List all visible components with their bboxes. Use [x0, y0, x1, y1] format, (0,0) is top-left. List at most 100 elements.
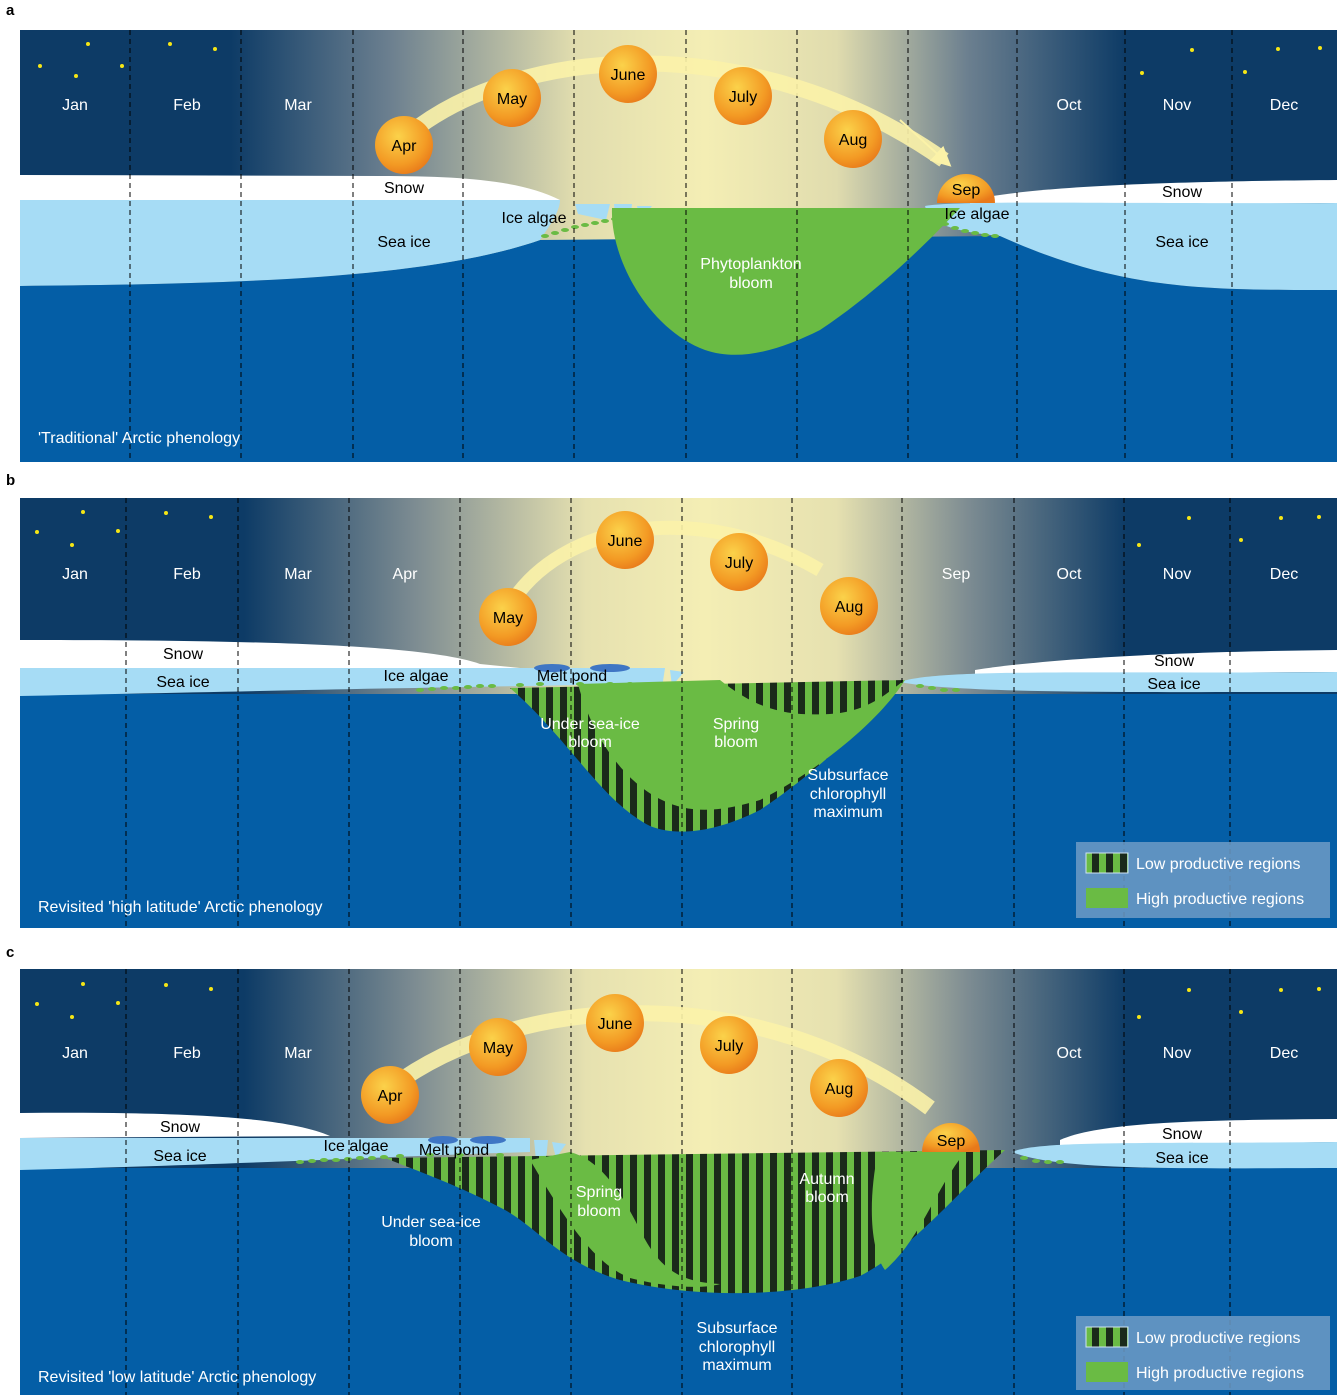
sun-icon [714, 67, 772, 125]
sea-ice-label: Sea ice [1155, 1150, 1208, 1167]
panel-c-autumn-bloom [871, 1152, 965, 1270]
sun-icon [922, 1123, 980, 1152]
sun-icon [483, 69, 541, 127]
panel-c-letter: c [6, 944, 15, 961]
scm-label: chlorophyll [699, 1339, 775, 1356]
sun-month-label: May [483, 1040, 513, 1057]
panel-b-ice-algae-dots [416, 682, 960, 692]
sun-month-label: Apr [378, 1088, 404, 1105]
sun-month-label: June [598, 1016, 633, 1033]
panel-c-sun-path [385, 1005, 935, 1115]
month-label: Jan [62, 1045, 88, 1062]
legend-high-label: High productive regions [1136, 891, 1304, 908]
month-label: Mar [284, 1045, 312, 1062]
month-label: Oct [1057, 97, 1082, 114]
panel-c-melt-pond [470, 1136, 506, 1144]
ice-algae-label: Ice algae [324, 1138, 389, 1155]
month-label: Feb [173, 566, 201, 583]
panel-a-phyto-bloom [611, 208, 960, 355]
spring-bloom-label: bloom [577, 1203, 621, 1220]
sun-month-label: Sep [952, 182, 981, 199]
panel-b-stars [35, 510, 1321, 547]
sun-icon [596, 511, 654, 569]
legend-high-swatch [1086, 888, 1128, 908]
panel-c-legend: Low productive regions High productive r… [1076, 1316, 1330, 1390]
sun-month-label: July [729, 89, 757, 106]
sun-icon [586, 994, 644, 1052]
panel-b-snow-left [20, 640, 520, 668]
panel-a-caption: 'Traditional' Arctic phenology [38, 430, 240, 447]
sun-month-label: Aug [825, 1081, 853, 1098]
panel-c-stars [35, 982, 1321, 1019]
phyto-bloom-label: bloom [729, 275, 773, 292]
panel-c-floe [534, 1140, 548, 1160]
under-ice-bloom-label: bloom [568, 734, 612, 751]
ice-algae-label: Ice algae [502, 210, 567, 227]
sun-icon [710, 533, 768, 591]
sun-month-label: June [611, 67, 646, 84]
sea-ice-label: Sea ice [1147, 676, 1200, 693]
month-label: Dec [1270, 1045, 1298, 1062]
spring-bloom-label: Spring [713, 716, 759, 733]
sun-icon [824, 110, 882, 168]
melt-pond-label: Melt pond [537, 668, 607, 685]
sea-ice-label: Sea ice [1155, 234, 1208, 251]
panel-c-caption: Revisited 'low latitude' Arctic phenolog… [38, 1369, 316, 1386]
month-label: Oct [1057, 1045, 1082, 1062]
snow-label: Snow [1162, 184, 1202, 201]
sun-icon [599, 45, 657, 103]
sun-icon [375, 116, 433, 174]
panel-a-stars [38, 42, 1322, 78]
panel-a-ocean [20, 236, 1337, 462]
panel-c-snow-left [20, 1112, 330, 1138]
ice-algae-label: Ice algae [384, 668, 449, 685]
panel-a-sun-arrow [899, 119, 952, 167]
sun-month-label: June [608, 533, 643, 550]
panel-c-ice-algae-dots [296, 1153, 1064, 1164]
under-ice-bloom-label: Under sea-ice [540, 716, 640, 733]
sun-icon [479, 588, 537, 646]
month-label: Nov [1163, 1045, 1191, 1062]
month-label: Feb [173, 1045, 201, 1062]
snow-label: Snow [163, 646, 203, 663]
legend-high-label: High productive regions [1136, 1365, 1304, 1382]
sun-icon [469, 1018, 527, 1076]
panel-b-ice-left [20, 668, 650, 696]
month-label: Mar [284, 566, 312, 583]
snow-label: Snow [1162, 1126, 1202, 1143]
panel-b-legend: Low productive regions High productive r… [1076, 842, 1330, 918]
month-label: Apr [393, 566, 419, 583]
panel-a-letter: a [6, 2, 15, 19]
under-ice-bloom-label: bloom [409, 1233, 453, 1250]
sun-icon [361, 1066, 419, 1124]
autumn-bloom-label: bloom [805, 1189, 849, 1206]
panel-b-melt-pond [534, 664, 570, 672]
melt-pond-label: Melt pond [419, 1142, 489, 1159]
panel-a-ice-left [20, 200, 560, 286]
spring-bloom-label: Spring [576, 1184, 622, 1201]
panel-c-low-productive [385, 1150, 1005, 1294]
legend-low-label: Low productive regions [1136, 856, 1301, 873]
panel-a-ice-right [925, 202, 1337, 290]
legend-low-swatch [1085, 1326, 1129, 1348]
autumn-bloom-label: Autumn [799, 1171, 854, 1188]
panel-a: Jan Feb Mar Oct Nov Dec Apr May June Jul… [20, 30, 1337, 462]
panel-b: Jan Feb Mar Apr Sep Oct Nov Dec May June… [20, 498, 1337, 928]
sea-ice-label: Sea ice [156, 674, 209, 691]
panel-a-month-dividers [129, 30, 1233, 462]
panel-c-spring-bloom [530, 1152, 720, 1287]
sea-ice-label: Sea ice [377, 234, 430, 251]
month-label: Mar [284, 97, 312, 114]
legend-high-swatch [1086, 1362, 1128, 1382]
month-label: Feb [173, 97, 201, 114]
sun-month-label: May [493, 610, 523, 627]
month-label: Nov [1163, 566, 1191, 583]
month-label: Sep [942, 566, 971, 583]
sun-month-label: Apr [392, 138, 418, 155]
month-label: Oct [1057, 566, 1082, 583]
sun-month-label: Aug [839, 132, 867, 149]
panel-c-ice-left [20, 1138, 530, 1170]
ice-algae-label: Ice algae [945, 206, 1010, 223]
panel-b-snow-right [975, 650, 1337, 674]
